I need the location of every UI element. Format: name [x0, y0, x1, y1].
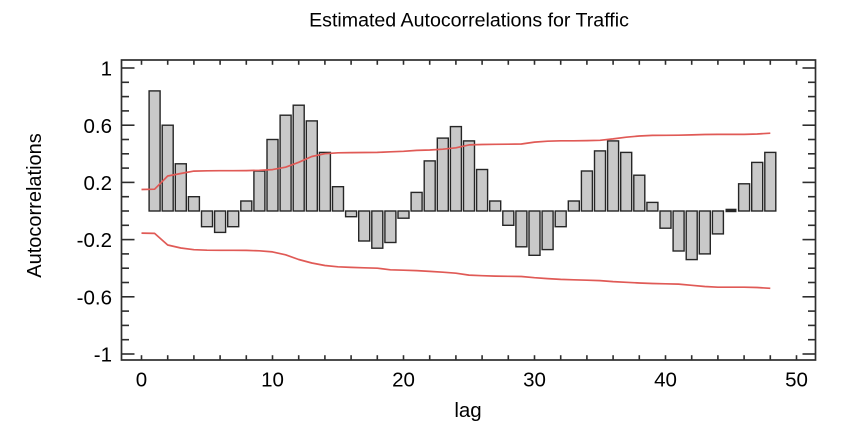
svg-text:Autocorrelations: Autocorrelations — [24, 133, 46, 278]
svg-text:0.6: 0.6 — [84, 115, 113, 138]
svg-text:0.2: 0.2 — [84, 172, 113, 195]
svg-text:30: 30 — [523, 369, 546, 392]
svg-text:-0.6: -0.6 — [77, 286, 112, 309]
svg-text:-1: -1 — [94, 344, 112, 367]
svg-text:lag: lag — [454, 399, 481, 422]
svg-text:50: 50 — [785, 369, 808, 392]
svg-text:-0.2: -0.2 — [77, 229, 112, 252]
svg-text:Estimated Autocorrelations for: Estimated Autocorrelations for Traffic — [309, 10, 629, 32]
svg-text:40: 40 — [654, 369, 677, 392]
svg-text:20: 20 — [392, 369, 415, 392]
svg-text:0: 0 — [136, 369, 147, 392]
svg-text:10: 10 — [261, 369, 284, 392]
svg-text:1: 1 — [101, 58, 112, 81]
